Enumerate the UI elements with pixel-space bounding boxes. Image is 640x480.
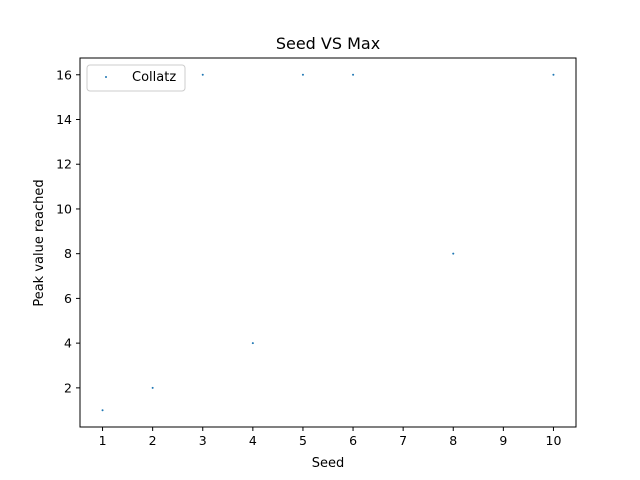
y-tick-label: 14 — [56, 112, 72, 127]
data-point — [101, 409, 104, 412]
data-point — [452, 252, 455, 255]
data-points — [101, 73, 555, 412]
legend: Collatz — [86, 64, 186, 92]
x-tick-label: 7 — [399, 433, 407, 448]
legend-label: Collatz — [132, 70, 176, 85]
y-axis: 2 4 6 8 10 12 14 16 — [56, 67, 80, 395]
x-tick-label: 1 — [99, 433, 107, 448]
x-tick-label: 5 — [299, 433, 307, 448]
x-tick-label: 9 — [499, 433, 507, 448]
y-tick-label: 8 — [64, 246, 72, 261]
data-point — [201, 73, 204, 76]
x-tick-label: 8 — [449, 433, 457, 448]
x-axis-label: Seed — [312, 456, 345, 471]
legend-marker — [105, 76, 107, 78]
data-point — [301, 73, 304, 76]
x-tick-label: 2 — [149, 433, 157, 448]
y-axis-label: Peak value reached — [32, 179, 47, 306]
y-tick-label: 16 — [56, 67, 72, 82]
y-tick-label: 6 — [64, 291, 72, 306]
y-tick-label: 2 — [64, 380, 72, 395]
x-tick-label: 10 — [546, 433, 562, 448]
x-tick-label: 4 — [249, 433, 257, 448]
chart-title: Seed VS Max — [276, 34, 380, 53]
plot-frame — [79, 57, 577, 428]
legend-box — [86, 64, 186, 92]
data-point — [352, 73, 355, 76]
data-point — [552, 73, 555, 76]
y-tick-label: 4 — [64, 336, 72, 351]
x-tick-label: 6 — [349, 433, 357, 448]
y-tick-label: 12 — [56, 157, 72, 172]
y-tick-label: 10 — [56, 201, 72, 216]
data-point — [151, 386, 154, 389]
x-tick-label: 3 — [199, 433, 207, 448]
x-axis: 1 2 3 4 5 6 7 8 9 10 — [99, 427, 562, 448]
data-point — [251, 342, 254, 345]
